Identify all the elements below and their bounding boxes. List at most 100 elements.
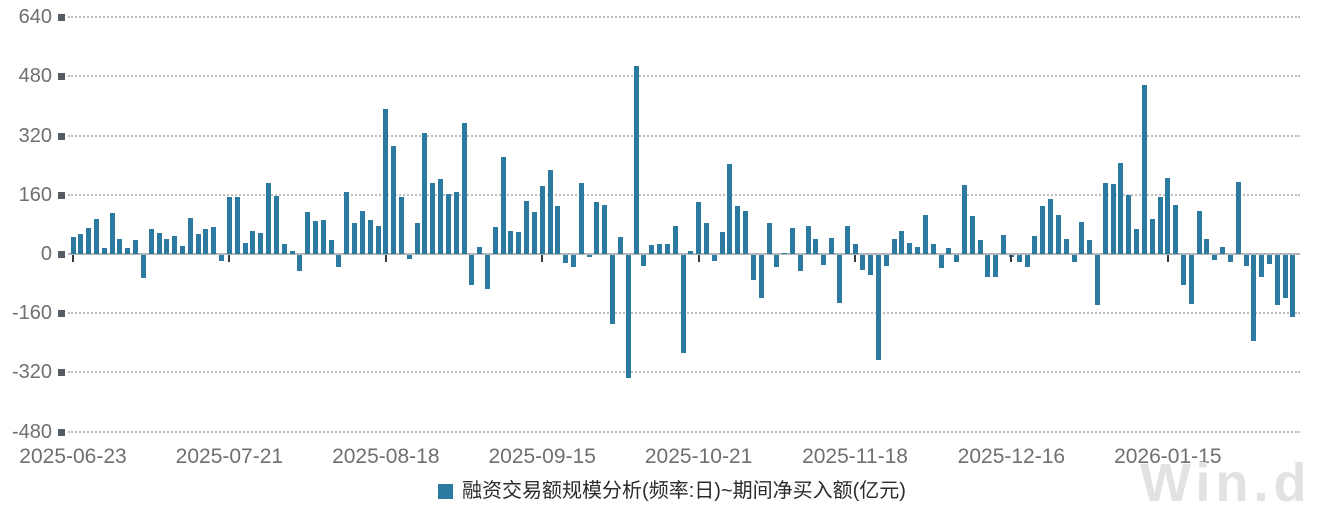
bar <box>860 255 866 270</box>
bar <box>633 66 639 254</box>
bar <box>187 217 193 254</box>
bar <box>78 234 84 254</box>
bar <box>1274 255 1280 305</box>
bar <box>586 255 592 258</box>
bar <box>375 225 381 254</box>
bar <box>398 196 404 255</box>
bar <box>782 253 788 254</box>
bar <box>1063 239 1069 254</box>
bar <box>1001 234 1007 254</box>
bar <box>1235 182 1241 254</box>
bar <box>453 191 459 254</box>
bar <box>1204 238 1210 254</box>
y-axis-tick-square <box>58 192 65 199</box>
bar <box>477 247 483 254</box>
bar <box>461 123 467 254</box>
x-axis-tick <box>1010 255 1013 262</box>
bar <box>367 220 373 254</box>
bar <box>445 194 451 254</box>
bar <box>883 255 889 266</box>
bar <box>899 231 905 254</box>
bar <box>438 179 443 254</box>
x-axis-tick <box>72 255 74 262</box>
bar <box>977 240 983 254</box>
bar <box>1173 204 1179 254</box>
bar <box>907 242 913 254</box>
bar <box>985 255 991 277</box>
bar <box>962 184 967 254</box>
bar <box>250 231 256 254</box>
x-axis-tick <box>228 255 231 262</box>
x-axis-label: 2025-06-23 <box>19 445 127 468</box>
bar <box>492 227 498 254</box>
bar <box>516 231 522 254</box>
bar <box>1157 197 1163 254</box>
x-axis-tick <box>384 255 387 262</box>
bar <box>578 182 584 254</box>
bar <box>594 201 600 254</box>
bar <box>868 255 874 275</box>
bar <box>774 255 780 267</box>
bar <box>789 227 795 254</box>
bar <box>547 170 553 254</box>
bar <box>1243 255 1249 267</box>
bar <box>101 248 107 254</box>
gridline <box>68 371 1300 373</box>
bar <box>563 255 569 264</box>
bar <box>266 182 271 254</box>
bar <box>610 255 616 324</box>
bar <box>1016 255 1022 263</box>
bar <box>1094 255 1100 306</box>
bar <box>555 206 561 254</box>
bar <box>1032 235 1038 254</box>
bar <box>891 238 897 254</box>
bar <box>727 163 733 254</box>
gridline <box>68 135 1300 137</box>
bar <box>531 212 537 254</box>
bar <box>602 204 608 254</box>
bar <box>672 225 678 254</box>
bar <box>641 255 647 266</box>
y-axis-tick-square <box>58 133 65 140</box>
bar <box>430 182 436 254</box>
y-axis-tick-square <box>58 310 65 317</box>
bar <box>70 237 76 254</box>
bar <box>993 255 999 278</box>
bar <box>930 244 936 254</box>
bar <box>922 215 928 255</box>
bar <box>852 243 858 254</box>
x-axis-tick <box>697 255 700 262</box>
y-axis-tick-square <box>58 14 65 21</box>
bar <box>1134 228 1139 254</box>
gridline <box>68 431 1300 433</box>
bar <box>1290 255 1296 318</box>
bar <box>226 196 232 255</box>
bar <box>1212 255 1218 260</box>
x-axis-tick <box>1166 255 1169 262</box>
bar <box>703 222 709 254</box>
bar <box>1102 182 1108 254</box>
bar <box>391 146 397 254</box>
bar <box>617 237 623 254</box>
bar <box>305 211 311 254</box>
bar <box>234 197 240 254</box>
y-axis-tick-square <box>58 73 65 80</box>
bar <box>625 255 631 378</box>
bar <box>1259 255 1265 278</box>
bar <box>180 245 185 254</box>
x-axis-label: 2025-11-18 <box>802 445 908 468</box>
bar <box>1040 206 1046 254</box>
bar <box>86 228 92 254</box>
bar <box>836 255 842 303</box>
bar <box>320 220 326 254</box>
bar <box>289 250 295 254</box>
bar <box>328 239 334 254</box>
x-axis-label: 2025-08-18 <box>332 445 440 468</box>
bar <box>915 247 921 254</box>
bar <box>172 235 178 254</box>
bar <box>1118 162 1124 254</box>
x-axis-label: 2025-09-15 <box>488 445 596 468</box>
bar <box>524 200 530 254</box>
legend: 融资交易额规模分析(频率:日)~期间净买入额(亿元) <box>0 479 1344 503</box>
